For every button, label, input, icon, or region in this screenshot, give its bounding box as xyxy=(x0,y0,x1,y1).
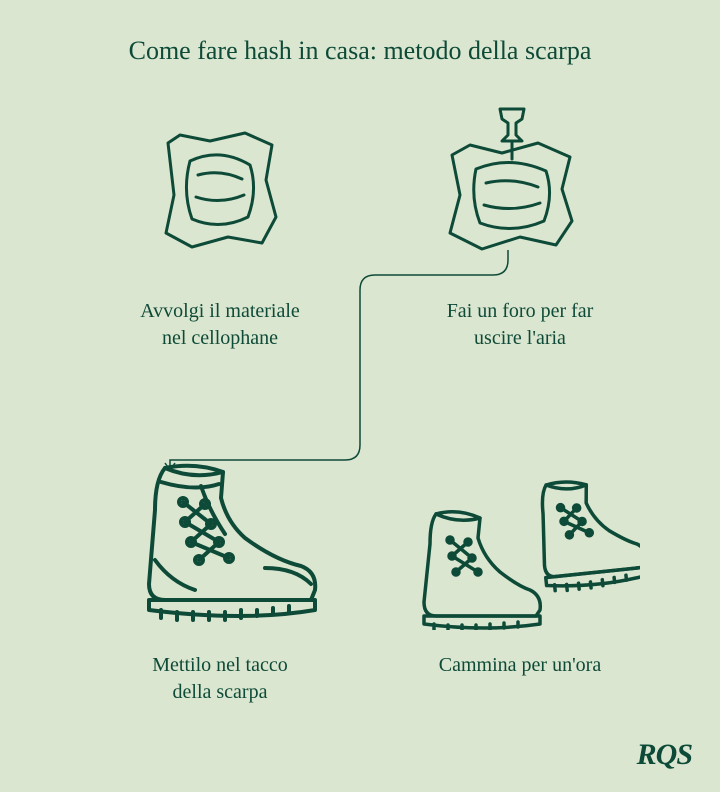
boot-heel-icon xyxy=(105,450,325,625)
step-label-walk: Cammina per un'ora xyxy=(380,652,660,679)
step-label-heel: Mettilo nel taccodella scarpa xyxy=(80,652,360,706)
wrap-cellophane-icon xyxy=(150,125,290,255)
step-label-wrap: Avvolgi il materialenel cellophane xyxy=(80,298,360,352)
brand-logo: RQS xyxy=(637,738,692,772)
pin-hole-icon xyxy=(430,105,590,255)
page-title: Come fare hash in casa: metodo della sca… xyxy=(0,36,720,66)
step-label-hole: Fai un foro per faruscire l'aria xyxy=(380,298,660,352)
walking-boots-icon xyxy=(400,470,640,630)
